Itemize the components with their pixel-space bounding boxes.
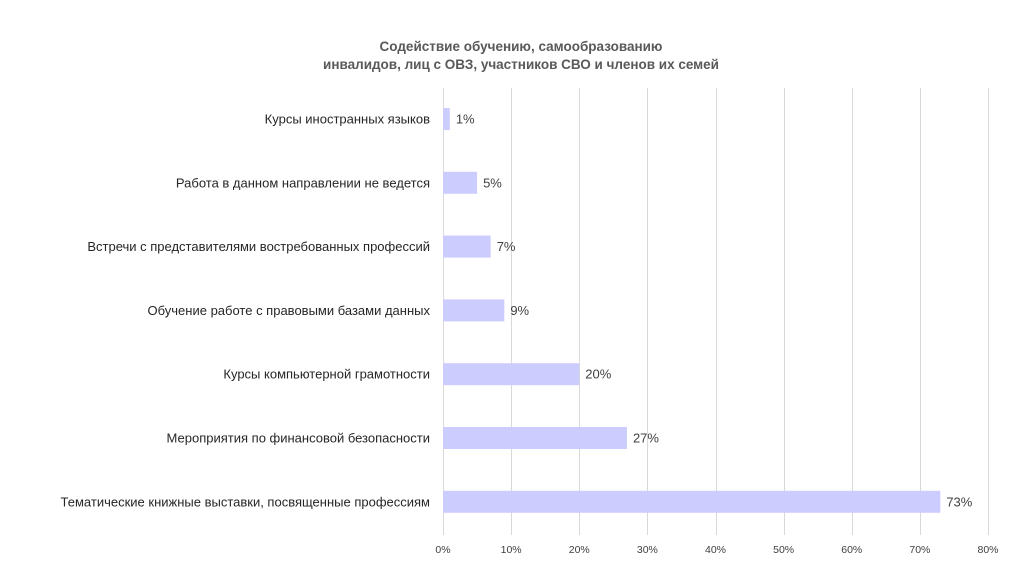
data-label-6: 27% (633, 431, 659, 446)
category-label-3: Встречи с представителями востребованных… (87, 239, 430, 254)
bar-2 (443, 171, 478, 194)
x-tick-label-70: 70% (909, 544, 930, 556)
data-label-7: 73% (946, 494, 972, 509)
category-label-5: Курсы компьютерной грамотности (223, 367, 430, 382)
x-tick-label-80: 80% (977, 544, 998, 556)
data-label-2: 5% (483, 175, 502, 190)
bar-5 (443, 363, 580, 386)
category-label-7: Тематические книжные выставки, посвященн… (61, 494, 431, 509)
bar-1 (443, 108, 450, 130)
bar-3 (443, 235, 491, 258)
category-label-1: Курсы иностранных языков (265, 112, 430, 127)
data-labels: 1% 5% 7% 9% 20% 27% 73% (456, 112, 973, 510)
chart-title-line-1: Содействие обучению, самообразованию (380, 39, 663, 54)
x-tick-label-20: 20% (569, 544, 590, 556)
bar-4 (443, 299, 505, 322)
bars (443, 108, 941, 513)
x-tick-label-50: 50% (773, 544, 794, 556)
chart-title-line-2: инвалидов, лиц с ОВЗ, участников СВО и ч… (323, 57, 719, 72)
bar-6 (443, 427, 627, 449)
x-tick-label-10: 10% (501, 544, 522, 556)
category-labels: Курсы иностранных языков Работа в данном … (61, 112, 431, 510)
x-tick-label-40: 40% (705, 544, 726, 556)
category-label-6: Мероприятия по финансовой безопасности (167, 431, 430, 446)
category-label-4: Обучение работе с правовыми базами данны… (148, 303, 431, 318)
x-tick-label-60: 60% (841, 544, 862, 556)
chart-title: Содействие обучению, самообразованию инва… (323, 39, 719, 72)
data-label-4: 9% (510, 303, 529, 318)
data-label-5: 20% (585, 367, 611, 382)
data-label-3: 7% (497, 239, 516, 254)
gridlines (443, 88, 989, 535)
category-label-2: Работа в данном направлении не ведется (176, 175, 430, 190)
data-label-1: 1% (456, 112, 475, 127)
bar-7 (443, 490, 941, 513)
x-tick-label-30: 30% (637, 544, 658, 556)
x-axis-tick-labels: 0% 10% 20% 30% 40% 50% 60% 70% 80% (435, 544, 998, 556)
x-tick-label-0: 0% (435, 544, 450, 556)
